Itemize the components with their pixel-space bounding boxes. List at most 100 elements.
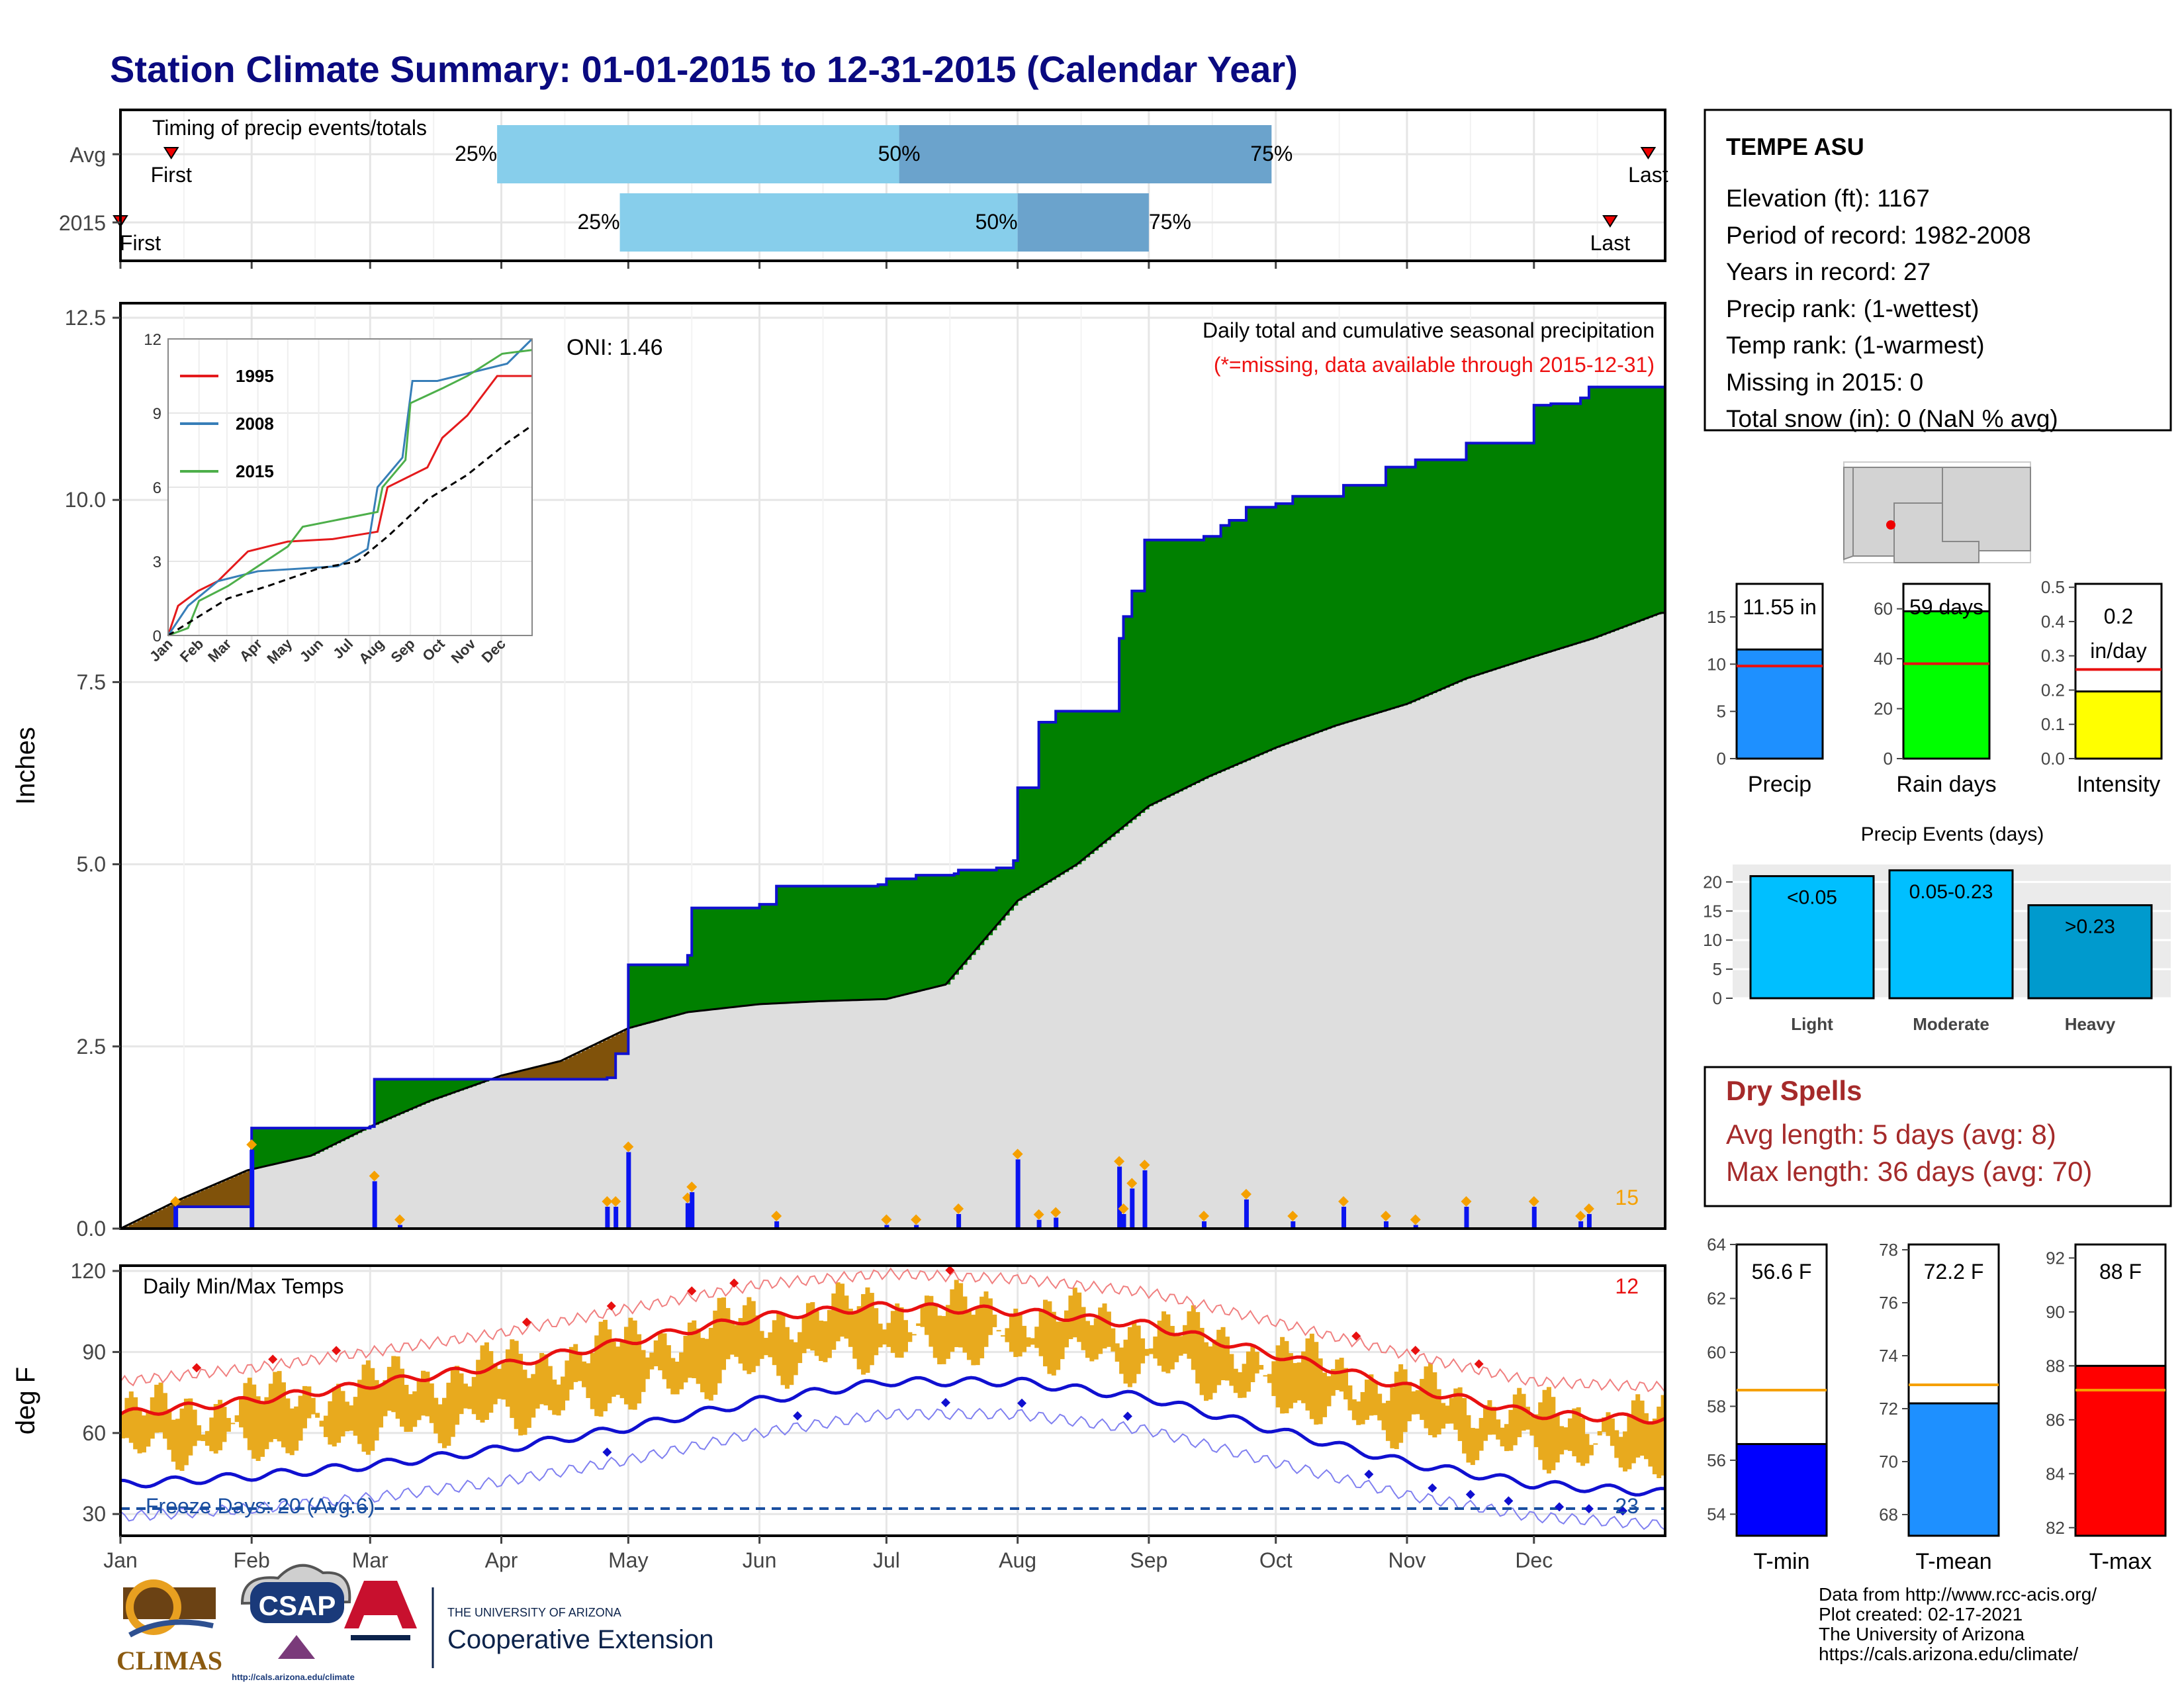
map-state-california xyxy=(1843,467,1854,561)
daily-temp-bar xyxy=(1491,1407,1496,1435)
events-category-Moderate: Moderate xyxy=(1913,1014,1989,1034)
daily-temp-bar xyxy=(357,1380,363,1444)
daily-temp-bar xyxy=(1508,1409,1514,1451)
daily-temp-bar xyxy=(645,1357,650,1380)
temp-y-label: deg F xyxy=(11,1367,40,1434)
daily-temp-bar xyxy=(243,1383,248,1438)
daily-temp-bar xyxy=(1085,1321,1090,1358)
daily-temp-bar xyxy=(1661,1395,1666,1476)
record-low-marker xyxy=(1465,1489,1475,1499)
precip-rank-marker xyxy=(1380,1210,1391,1221)
surplus-segment xyxy=(1606,387,1611,634)
daily-temp-bar xyxy=(996,1330,1001,1332)
deficit-segment xyxy=(565,1058,570,1080)
inset-month-label: Feb xyxy=(177,635,206,665)
daily-temp-bar xyxy=(1169,1326,1175,1370)
deficit-segment xyxy=(510,1073,515,1080)
deficit-segment xyxy=(539,1066,545,1080)
daily-precip-bar xyxy=(1142,1170,1148,1229)
surplus-segment xyxy=(992,870,997,931)
daily-temp-bar xyxy=(285,1398,291,1454)
surplus-segment xyxy=(1203,536,1209,779)
daily-temp-bar xyxy=(201,1434,206,1441)
surplus-segment xyxy=(1491,443,1497,671)
summary-value-label-Rain days: 59 days xyxy=(1909,595,1983,619)
daily-temp-bar xyxy=(1318,1358,1323,1425)
daily-temp-bar xyxy=(1297,1362,1302,1401)
daily-temp-bar xyxy=(653,1340,659,1366)
surplus-segment xyxy=(1178,539,1183,792)
surplus-segment xyxy=(1597,387,1602,637)
events-bar-label-Light: <0.05 xyxy=(1787,887,1837,909)
summary-name-Precip: Precip xyxy=(1748,772,1811,797)
record-low-marker xyxy=(1555,1502,1565,1512)
precip-rank-marker xyxy=(953,1203,964,1214)
inset-month-label: Oct xyxy=(419,635,448,664)
surplus-segment xyxy=(1212,536,1217,775)
daily-temp-bar xyxy=(869,1293,874,1366)
daily-temp-bar xyxy=(294,1406,299,1451)
surplus-segment xyxy=(1238,520,1243,765)
daily-temp-bar xyxy=(133,1397,138,1450)
daily-temp-bar xyxy=(1017,1313,1023,1357)
month-label-Aug: Aug xyxy=(999,1548,1036,1572)
daily-temp-bar xyxy=(1259,1365,1264,1370)
inset-line-avg xyxy=(167,424,533,637)
daily-temp-bar xyxy=(1420,1379,1425,1420)
daily-temp-bar xyxy=(1267,1374,1272,1383)
inset-y-tick-label: 6 xyxy=(153,479,161,497)
surplus-segment xyxy=(306,1128,312,1157)
daily-temp-bar xyxy=(1314,1342,1319,1425)
temp-summary-name-T-mean: T-mean xyxy=(1915,1549,1991,1574)
month-label-Feb: Feb xyxy=(234,1548,270,1572)
daily-temp-bar xyxy=(971,1315,976,1366)
inset-month-label: Sep xyxy=(387,635,418,666)
daily-temp-bar xyxy=(1043,1299,1048,1367)
temp-summary-tick-label: 72 xyxy=(1879,1399,1898,1419)
deficit-segment xyxy=(543,1065,549,1080)
surplus-segment xyxy=(340,1128,345,1141)
daily-temp-bar xyxy=(1140,1338,1146,1364)
timing-label-q50: 50% xyxy=(878,142,921,165)
surplus-segment xyxy=(1546,405,1552,653)
daily-temp-bar xyxy=(602,1319,608,1411)
events-bar-Moderate xyxy=(1888,869,2014,1000)
daily-temp-bar xyxy=(213,1404,218,1454)
daily-temp-bar xyxy=(1001,1335,1006,1337)
daily-temp-bar xyxy=(1022,1325,1027,1352)
precip-y-tick-label: 12.5 xyxy=(65,306,106,330)
csap-logo[interactable]: CSAP http://cals.arizona.edu/climate xyxy=(232,1564,355,1682)
inset-line-2015 xyxy=(167,349,533,637)
record-low-marker xyxy=(1017,1398,1027,1408)
daily-temp-bar xyxy=(1224,1336,1230,1381)
climas-logo[interactable]: CLIMAS xyxy=(116,1579,222,1675)
surplus-segment xyxy=(1500,443,1505,668)
daily-temp-bar xyxy=(738,1318,743,1364)
station-precip-rank: Precip rank: (1-wettest) xyxy=(1726,295,1979,322)
daily-temp-bar xyxy=(484,1342,489,1420)
station-box: TEMPE ASU Elevation (ft): 1167 Period of… xyxy=(1704,109,2172,432)
surplus-segment xyxy=(890,878,895,998)
daily-temp-bar xyxy=(1644,1413,1649,1460)
surplus-segment xyxy=(1224,525,1230,770)
ua-cooperative-extension-logo[interactable]: THE UNIVERSITY OF ARIZONA Cooperative Ex… xyxy=(344,1581,713,1668)
daily-temp-bar xyxy=(1369,1374,1374,1416)
summary-tick-label: 0.0 xyxy=(2041,749,2065,769)
surplus-segment xyxy=(1208,536,1213,777)
daily-temp-bar xyxy=(1538,1402,1543,1460)
surplus-segment xyxy=(1246,507,1251,761)
surplus-segment xyxy=(353,1128,358,1135)
temp-summary-tick-label: 56 xyxy=(1707,1450,1726,1470)
precip-events-bars: 0 5 10 15 20 <0.05 Light 0.05-0.23 Moderate >0.23… xyxy=(1703,865,2171,1034)
month-label-Sep: Sep xyxy=(1130,1548,1167,1572)
daily-temp-bar xyxy=(1373,1380,1378,1415)
daily-temp-bar xyxy=(124,1397,130,1438)
daily-temp-bar xyxy=(1504,1424,1510,1452)
timing-bars: 25% 50% 75% First Last 25% 50% 75% First Last xyxy=(113,125,1668,255)
surplus-segment xyxy=(332,1128,337,1146)
daily-temp-bar xyxy=(882,1329,887,1345)
daily-temp-bar xyxy=(582,1361,586,1387)
daily-precip-bar xyxy=(1413,1225,1418,1229)
timing-last-label: Last xyxy=(1590,231,1631,255)
daily-temp-bar xyxy=(433,1397,439,1434)
